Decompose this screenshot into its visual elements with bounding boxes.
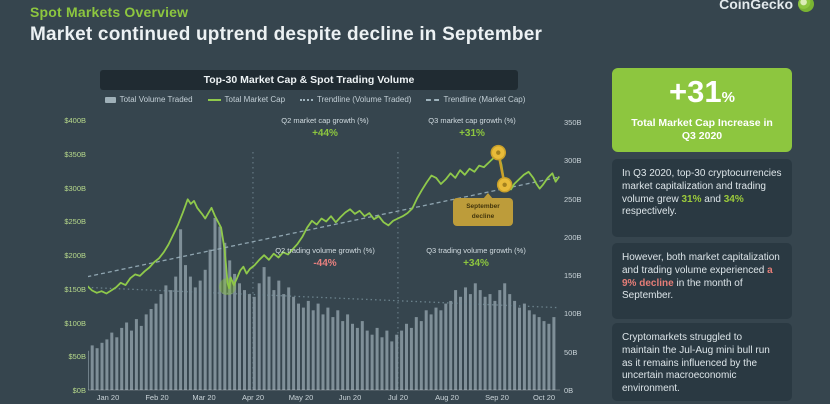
axis-tick-label: 100B (564, 309, 582, 318)
axis-tick-label: Aug 20 (435, 393, 459, 402)
legend-item-volume: Total Volume Traded (104, 95, 193, 104)
september-decline-badge: September decline (453, 193, 513, 226)
axis-tick-label: May 20 (288, 393, 314, 402)
chart-title: Top-30 Market Cap & Spot Trading Volume (100, 70, 518, 90)
note-text: 34% (723, 193, 744, 205)
section-label: Spot Markets Overview (30, 4, 189, 20)
axis-tick-label: $400B (64, 116, 86, 125)
q3-trading-volume-growth-label: Q3 trading volume growth (%) (426, 246, 526, 255)
axis-tick-label: Jan 20 (96, 393, 120, 402)
note-text: However, both market capitalization and … (622, 252, 780, 276)
dotted-swatch-icon (300, 98, 314, 101)
axis-tick-label: 350B (564, 118, 582, 127)
axis-tick-label: $50B (68, 352, 86, 361)
note-text: and (701, 193, 724, 205)
badge-line-2: decline (471, 212, 495, 220)
highlight-caption: Total Market Cap Increase in Q3 2020 (631, 117, 773, 143)
chart-plot (88, 144, 560, 391)
line-swatch-icon (207, 98, 221, 101)
axis-tick-label: Mar 20 (192, 393, 216, 402)
axis-tick-label: Oct 20 (532, 393, 556, 402)
q3-trading-volume-growth-value: +34% (463, 258, 489, 269)
axis-tick-label: 200B (564, 233, 582, 242)
highlight-unit: % (721, 89, 735, 106)
axis-tick-label: $200B (64, 251, 86, 260)
axis-tick-label: 0B (564, 386, 574, 395)
note-card-q3-growth: In Q3 2020, top-30 cryptocurrencies mark… (612, 159, 792, 237)
axis-tick-label: 50B (564, 348, 578, 357)
axis-tick-label: $0B (72, 386, 86, 395)
page-title: Market continued uptrend despite decline… (30, 24, 543, 45)
legend-label: Trendline (Volume Traded) (317, 95, 412, 104)
highlight-card: +31% Total Market Cap Increase in Q3 202… (612, 68, 792, 152)
legend-item-trendline-market-cap: Trendline (Market Cap) (426, 95, 525, 104)
badge-line-1: September (466, 203, 500, 210)
note-card-september-decline: However, both market capitalization and … (612, 243, 792, 319)
gecko-icon (798, 0, 814, 12)
q3-market-cap-growth-value: +31% (459, 128, 485, 139)
axis-tick-label: Feb 20 (145, 393, 169, 402)
highlight-number: +31 (669, 74, 722, 109)
q2-trading-volume-growth-label: Q2 trading volume growth (%) (275, 246, 375, 255)
note-text: a 9% decline (622, 264, 773, 289)
bar-swatch-icon (104, 96, 116, 103)
axis-tick-label: 300B (564, 156, 582, 165)
note-card-macro-environment: Cryptomarkets struggled to maintain the … (612, 323, 792, 401)
coingecko-wordmark: CoinGecko (719, 0, 793, 12)
note-text: 31% (681, 193, 702, 205)
dashed-swatch-icon (426, 98, 440, 101)
q2-trading-volume-growth-value: -44% (313, 258, 337, 269)
axis-tick-label: $100B (64, 319, 86, 328)
note-text: Cryptomarkets struggled to maintain the … (622, 332, 770, 395)
q2-market-cap-growth-label: Q2 market cap growth (%) (281, 116, 369, 125)
legend-item-trendline-volume: Trendline (Volume Traded) (300, 95, 411, 104)
axis-tick-label: 150B (564, 271, 582, 280)
note-text: In Q3 2020, top-30 cryptocurrencies mark… (622, 168, 782, 205)
axis-tick-label: Jun 20 (338, 393, 362, 402)
note-text: respectively. (622, 206, 677, 218)
axis-tick-label: Sep 20 (485, 393, 509, 402)
axis-tick-label: Apr 20 (241, 393, 265, 402)
legend-label: Total Market Cap (224, 95, 286, 104)
axis-tick-label: $350B (64, 150, 86, 159)
chart-legend: Total Volume Traded Total Market Cap Tre… (62, 95, 568, 104)
q3-market-cap-growth-label: Q3 market cap growth (%) (428, 116, 516, 125)
legend-label: Total Volume Traded (119, 95, 193, 104)
legend-label: Trendline (Market Cap) (443, 95, 526, 104)
coingecko-logo[interactable]: CoinGecko (719, 0, 814, 12)
q2-market-cap-growth-value: +44% (312, 128, 338, 139)
axis-tick-label: $300B (64, 184, 86, 193)
note-text: in the month of September. (622, 277, 743, 302)
axis-tick-label: $150B (64, 285, 86, 294)
axis-tick-label: Jul 20 (387, 393, 408, 402)
axis-tick-label: $250B (64, 217, 86, 226)
legend-item-market-cap: Total Market Cap (207, 95, 286, 104)
highlight-value: +31% (612, 75, 792, 115)
axis-tick-label: 250B (564, 195, 582, 204)
